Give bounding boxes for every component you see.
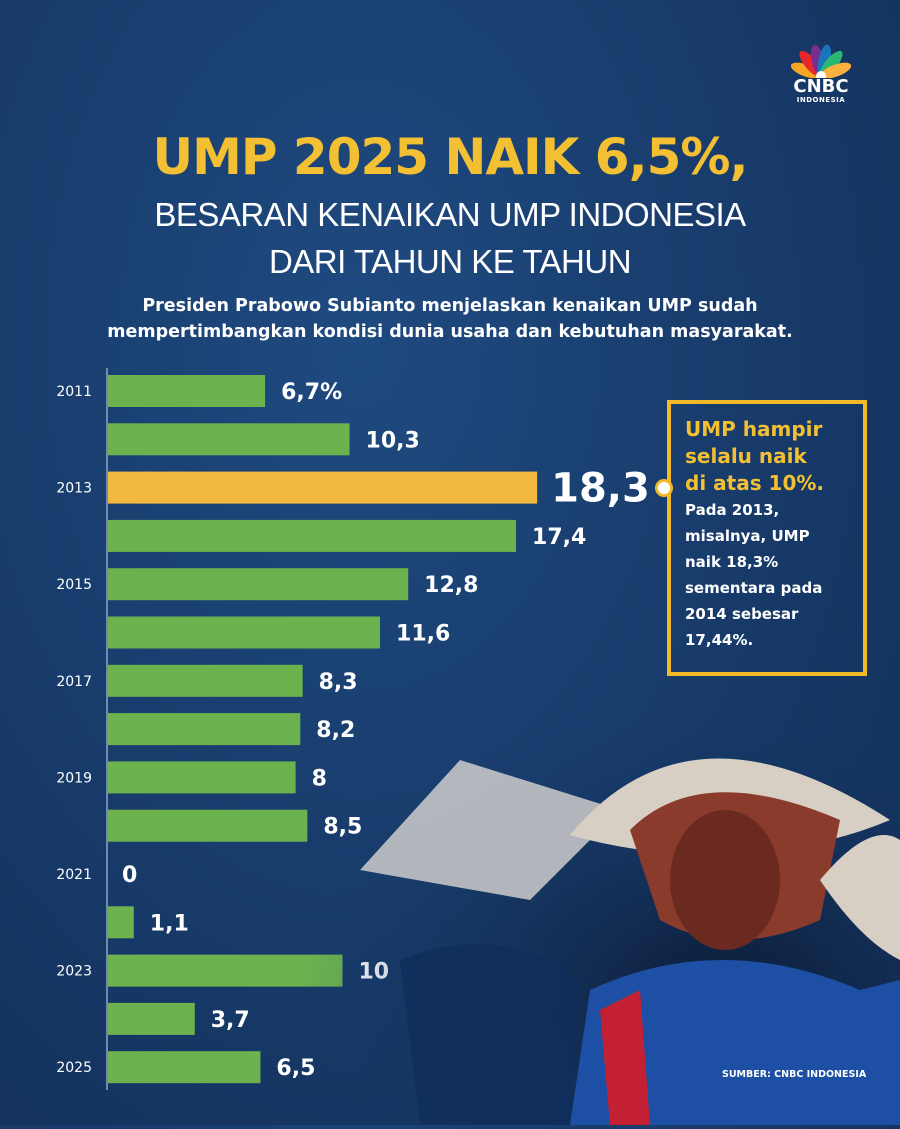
peacock-icon — [791, 44, 851, 78]
subtitle-line-2: DARI TAHUN KE TAHUN — [268, 243, 632, 280]
bar-2012 — [108, 423, 350, 456]
description: Presiden Prabowo Subianto menjelaskan ke… — [0, 293, 900, 345]
callout-headline-3: di atas 10%. — [685, 471, 825, 495]
protest-photo — [300, 700, 900, 1125]
callout-body-5: 2014 sebesar — [685, 605, 799, 623]
callout-headline-2: selalu naik — [685, 444, 807, 468]
bar-2020 — [108, 809, 308, 842]
bar-2015 — [108, 568, 409, 601]
callout-body-4: sementara pada — [685, 579, 823, 597]
data-label-2013: 18,3 — [551, 466, 650, 512]
tick-label-2021: 2021 — [56, 867, 92, 883]
brand-name: CNBC — [793, 76, 849, 97]
bar-2025 — [108, 1051, 261, 1084]
data-label-2024: 3,7 — [211, 1008, 250, 1033]
bar-2024 — [108, 1002, 195, 1035]
data-label-2011: 6,7% — [281, 380, 342, 405]
callout-body-6: 17,44%. — [685, 631, 754, 649]
data-label-2012: 10,3 — [366, 428, 420, 453]
description-line-1: Presiden Prabowo Subianto menjelaskan ke… — [142, 296, 758, 316]
callout-body-1: Pada 2013, — [685, 501, 780, 519]
tick-label-2013: 2013 — [56, 481, 92, 497]
bar-2011 — [108, 375, 266, 407]
data-label-2022: 1,1 — [150, 911, 189, 936]
subtitle-line-1: BESARAN KENAIKAN UMP INDONESIA — [154, 196, 746, 233]
callout-body-3: naik 18,3% — [685, 553, 779, 571]
callout-body-2: misalnya, UMP — [685, 527, 810, 545]
bar-2017 — [108, 664, 303, 697]
data-label-2016: 11,6 — [396, 622, 450, 647]
cnbc-logo: CNBC INDONESIA — [786, 42, 856, 104]
data-label-2017: 8,3 — [319, 670, 358, 695]
bar-2016 — [108, 616, 381, 649]
callout-box: UMP hampir selalu naik di atas 10%. Pada… — [667, 400, 867, 676]
bar-2018 — [108, 713, 301, 746]
data-label-2014: 17,4 — [532, 525, 586, 550]
source-label: SUMBER: — [722, 1069, 771, 1080]
page-title: UMP 2025 NAIK 6,5%, — [152, 128, 749, 186]
brand-sub: INDONESIA — [796, 96, 846, 104]
tick-label-2011: 2011 — [56, 384, 92, 400]
data-label-2015: 12,8 — [424, 573, 478, 598]
tick-label-2025: 2025 — [56, 1060, 92, 1076]
bar-2019 — [108, 761, 296, 794]
data-label-2021: 0 — [122, 863, 137, 888]
bar-2013 — [108, 471, 538, 504]
source-note: SUMBER: CNBC INDONESIA — [722, 1069, 866, 1080]
callout-connector-dot — [655, 479, 673, 497]
tick-label-2017: 2017 — [56, 674, 92, 690]
callout-headline-1: UMP hampir — [685, 417, 823, 441]
bar-2022 — [108, 906, 134, 939]
tick-label-2023: 2023 — [56, 964, 92, 980]
tick-label-2019: 2019 — [56, 770, 92, 786]
tick-label-2015: 2015 — [56, 577, 92, 593]
source-value: CNBC INDONESIA — [774, 1069, 867, 1080]
description-line-2: mempertimbangkan kondisi dunia usaha dan… — [107, 322, 793, 342]
bar-2014 — [108, 519, 517, 552]
